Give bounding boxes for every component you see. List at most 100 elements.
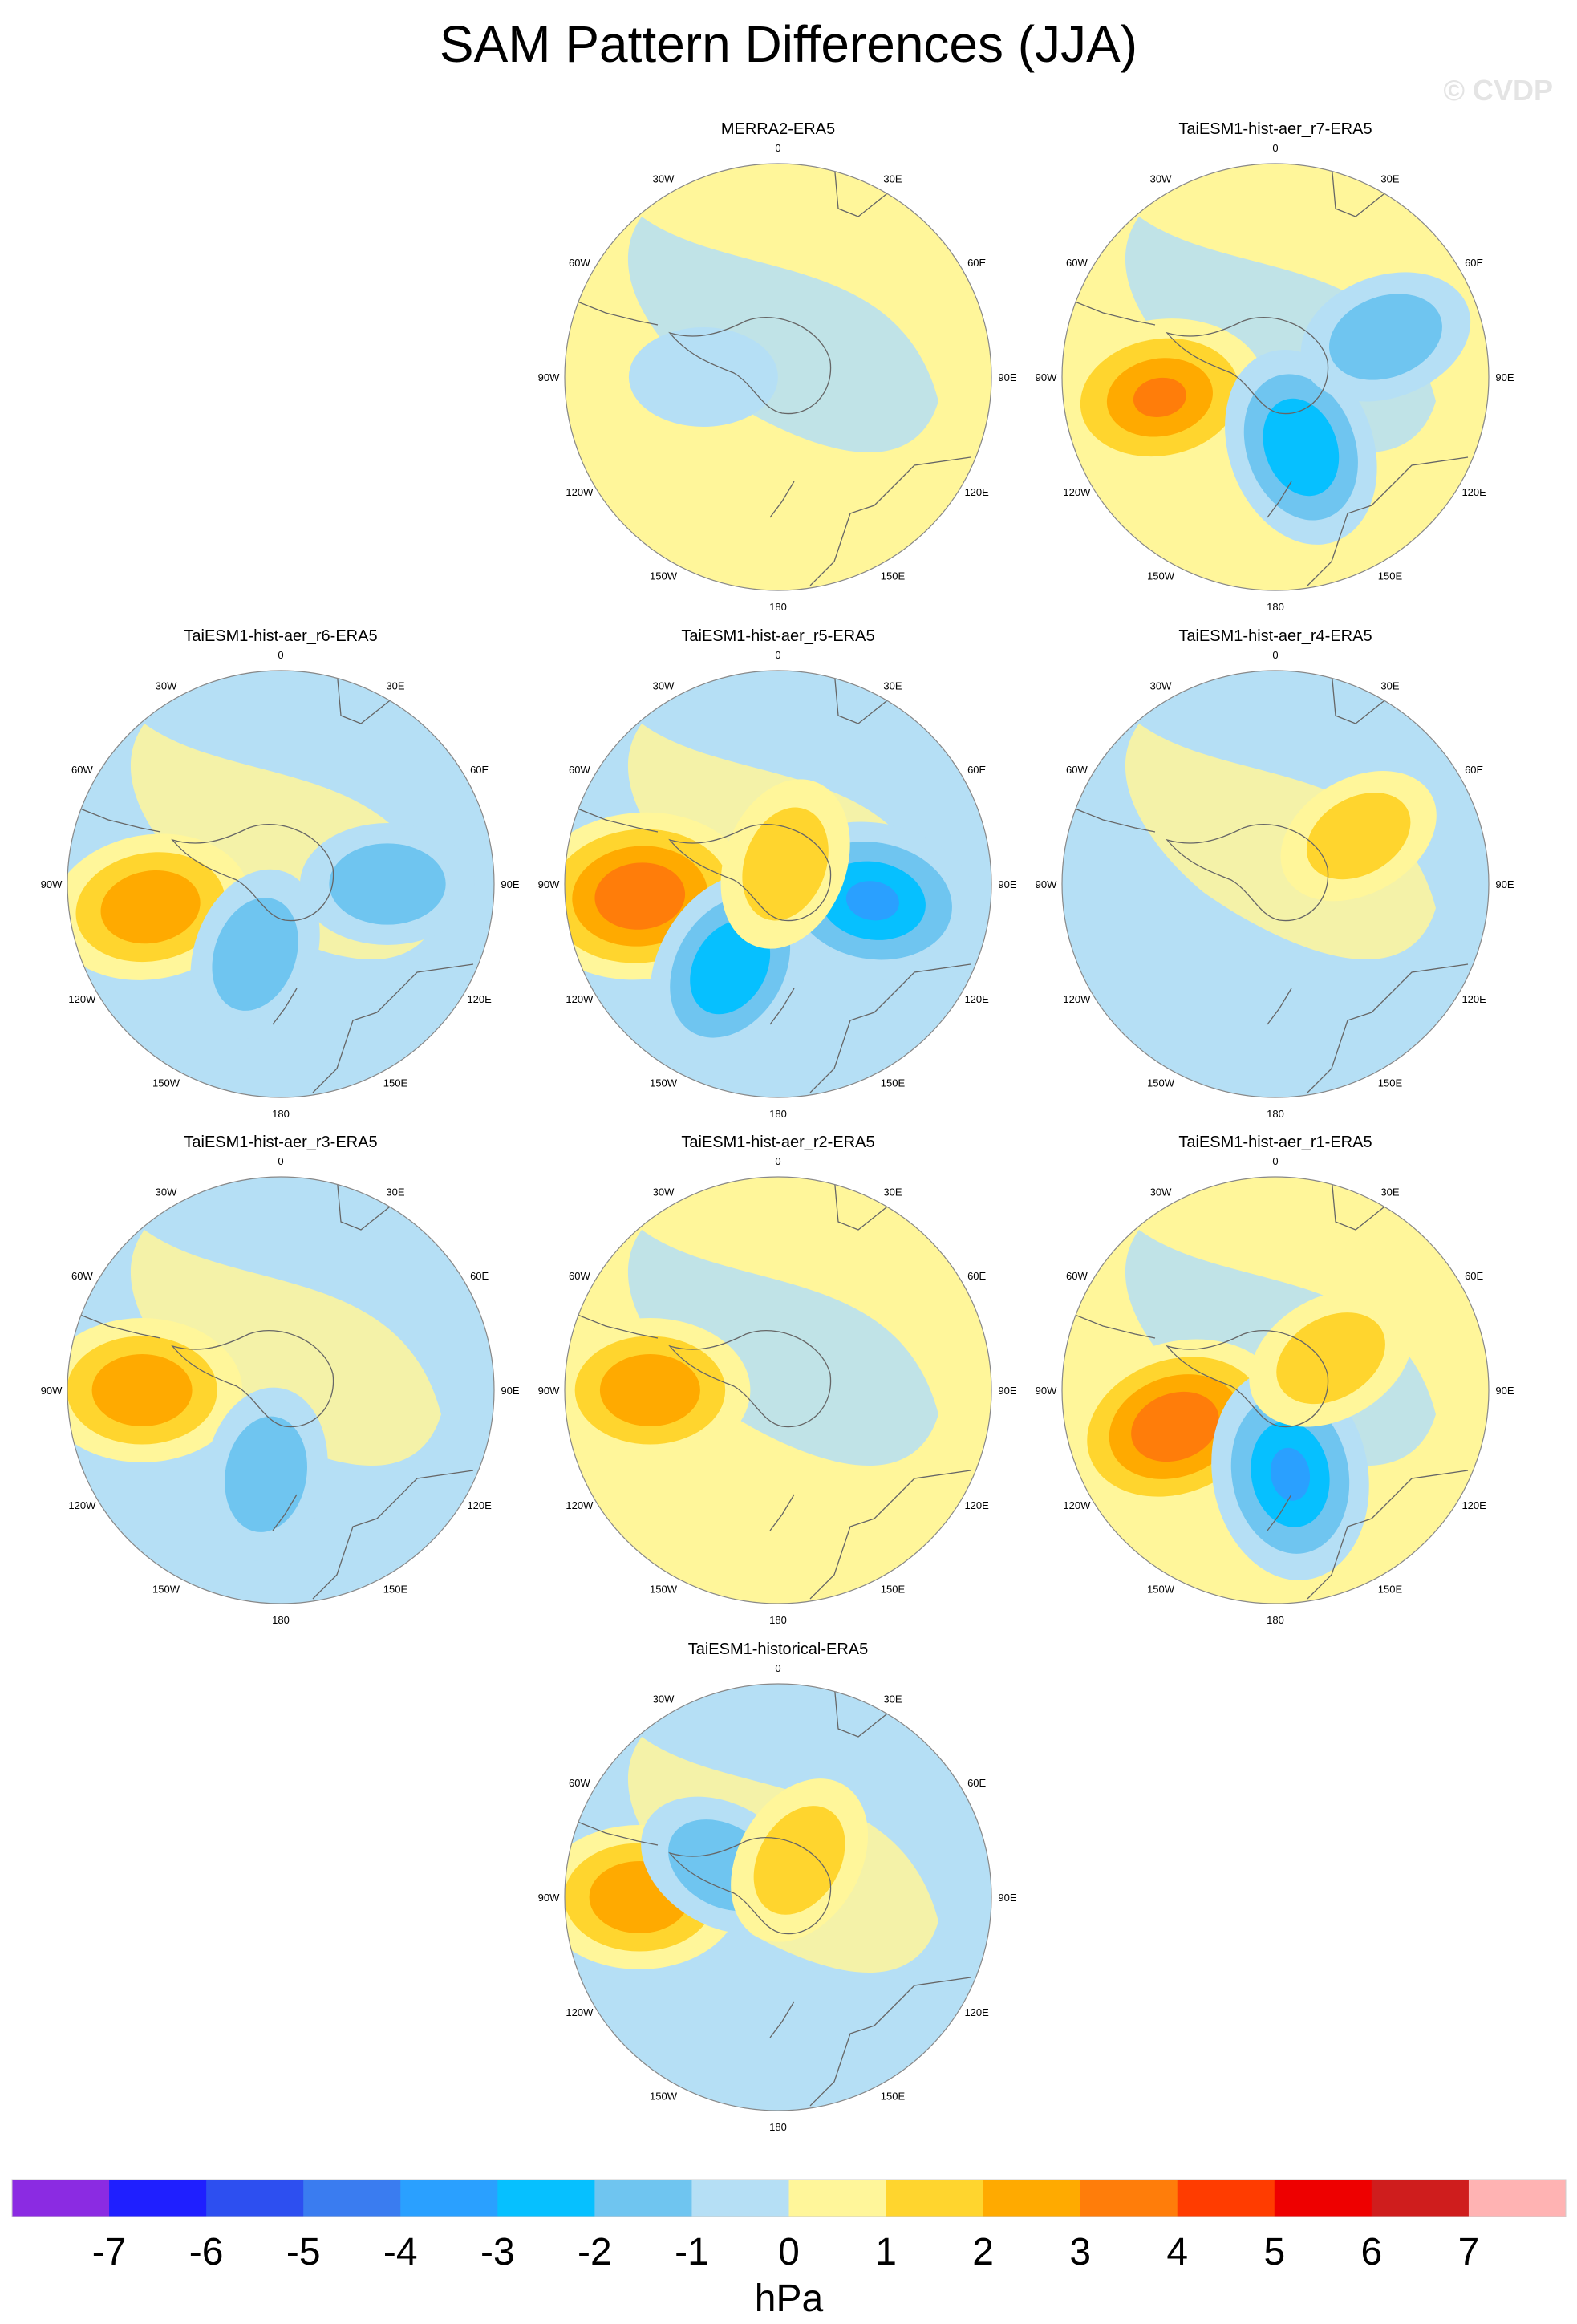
australia-coastline	[809, 1470, 971, 1600]
south-america-coastline	[1062, 803, 1156, 833]
colorbar-tick-label: 1	[875, 2231, 897, 2273]
longitude-label: 180	[769, 1614, 787, 1626]
longitude-label: 60E	[470, 1270, 489, 1282]
longitude-label: 30W	[653, 172, 675, 185]
longitude-label: 150W	[1147, 1584, 1175, 1596]
australia-coastline	[1307, 963, 1469, 1093]
colorbar-swatch	[206, 2180, 304, 2217]
longitude-label: 90E	[501, 1385, 519, 1397]
colorbar-swatch	[788, 2180, 887, 2217]
longitude-label: 120W	[1063, 993, 1091, 1005]
map-panel: TaiESM1-historical-ERA5 0 30E 60E 90E 120E 150…	[529, 1641, 1027, 2138]
colorbar-swatch	[109, 2180, 207, 2217]
longitude-label: 60E	[967, 1270, 986, 1282]
colorbar-swatch	[886, 2180, 984, 2217]
africa-coastline	[833, 671, 899, 724]
longitude-label: 60W	[569, 1270, 590, 1282]
anomaly-contour	[91, 1354, 193, 1426]
antarctica-coastline	[668, 824, 832, 922]
colorbar-swatch	[983, 2180, 1081, 2217]
longitude-label: 120W	[566, 486, 594, 498]
longitude-label: 120W	[566, 2006, 594, 2018]
panel-title: TaiESM1-hist-aer_r3-ERA5	[184, 1134, 378, 1151]
longitude-label: 120W	[566, 1499, 594, 1511]
polar-map: 0 30E 60E 90E 120E 150E 180 150W 120W 90W 60W 30W	[538, 1155, 1017, 1626]
longitude-label: 30W	[1150, 172, 1172, 185]
field-swirl	[627, 217, 938, 453]
panel-title: TaiESM1-hist-aer_r7-ERA5	[1178, 120, 1372, 138]
antarctica-coastline	[1166, 317, 1329, 415]
colorbar-tick-label: 7	[1458, 2231, 1480, 2273]
map-border	[1061, 670, 1490, 1098]
longitude-label: 0	[1272, 1155, 1278, 1167]
new-zealand-coastline	[272, 1494, 298, 1531]
longitude-label: 60E	[967, 1777, 986, 1789]
longitude-label: 60E	[967, 257, 986, 269]
longitude-label: 30E	[883, 172, 902, 185]
anomaly-contour	[1270, 1447, 1311, 1501]
anomaly-contour	[225, 1416, 307, 1532]
map-panel: MERRA2-ERA5 0 30E 60E 90E 120E 150E 180 150W 120W…	[529, 120, 1027, 618]
colorbar-swatch	[497, 2180, 595, 2217]
anomaly-contour	[1133, 377, 1186, 417]
longitude-label: 120W	[1063, 486, 1091, 498]
field-swirl	[1125, 724, 1436, 960]
longitude-label: 60E	[1465, 257, 1483, 269]
map-border	[564, 163, 992, 591]
colorbar-tick-label: 0	[778, 2231, 800, 2273]
longitude-label: 90E	[998, 1385, 1016, 1397]
longitude-label: 30E	[883, 1693, 902, 1705]
map-border	[67, 1176, 495, 1604]
longitude-label: 30W	[1150, 1186, 1172, 1198]
longitude-label: 60E	[1465, 764, 1483, 776]
colorbar-tick-label: 4	[1166, 2231, 1188, 2273]
longitude-label: 150E	[881, 2091, 906, 2103]
longitude-label: 30E	[1380, 1186, 1399, 1198]
polar-map: 0 30E 60E 90E 120E 150E 180 150W 120W 90W 60W 30W	[538, 142, 1017, 613]
anomaly-contour	[329, 843, 446, 925]
longitude-label: 0	[775, 142, 780, 154]
antarctica-coastline	[1166, 824, 1329, 922]
colorbar-swatch	[1371, 2180, 1470, 2217]
antarctica-coastline	[171, 824, 334, 922]
longitude-label: 30W	[156, 679, 177, 692]
longitude-label: 30W	[156, 1186, 177, 1198]
longitude-label: 150E	[383, 1077, 408, 1089]
south-america-coastline	[67, 1309, 161, 1339]
longitude-label: 60W	[71, 1270, 93, 1282]
colorbar-swatch	[1468, 2180, 1567, 2217]
map-border	[564, 670, 992, 1098]
longitude-label: 90E	[501, 878, 519, 890]
longitude-label: 60E	[470, 764, 489, 776]
longitude-label: 90W	[538, 1892, 560, 1904]
longitude-label: 120W	[1063, 1499, 1091, 1511]
longitude-label: 90E	[998, 878, 1016, 890]
anomaly-contour	[742, 807, 829, 921]
polar-map: 0 30E 60E 90E 120E 150E 180 150W 120W 90W 60W 30W	[538, 649, 1017, 1120]
colorbar-unit-label: hPa	[755, 2277, 824, 2320]
longitude-label: 30E	[1380, 172, 1399, 185]
longitude-label: 0	[775, 649, 780, 661]
australia-coastline	[312, 1470, 474, 1600]
longitude-label: 120E	[964, 993, 989, 1005]
longitude-label: 120E	[1461, 486, 1486, 498]
field-swirl	[130, 1230, 441, 1466]
longitude-label: 150E	[881, 1077, 906, 1089]
map-panel: TaiESM1-hist-aer_r6-ERA5 0 30E 60E 90E 120E 15…	[32, 627, 529, 1125]
antarctica-coastline	[171, 1330, 334, 1428]
anomaly-contour	[1263, 398, 1340, 497]
colorbar-tick-label: 2	[972, 2231, 994, 2273]
longitude-label: 90W	[538, 1385, 560, 1397]
longitude-label: 30E	[386, 1186, 404, 1198]
longitude-label: 30W	[1150, 679, 1172, 692]
longitude-label: 180	[769, 2121, 787, 2133]
anomaly-contour	[1329, 294, 1442, 380]
longitude-label: 60W	[569, 257, 590, 269]
anomaly-contour	[212, 898, 298, 1011]
longitude-label: 90W	[538, 371, 560, 383]
map-panel: TaiESM1-hist-aer_r7-ERA5 0 30E 60E 90E 120E 15…	[1027, 120, 1524, 618]
colorbar-swatch	[400, 2180, 498, 2217]
map-border	[1061, 163, 1490, 591]
longitude-label: 120E	[467, 1499, 492, 1511]
map-panel: TaiESM1-hist-aer_r5-ERA5 0 30E 60E 90E 120E 15…	[529, 627, 1027, 1125]
